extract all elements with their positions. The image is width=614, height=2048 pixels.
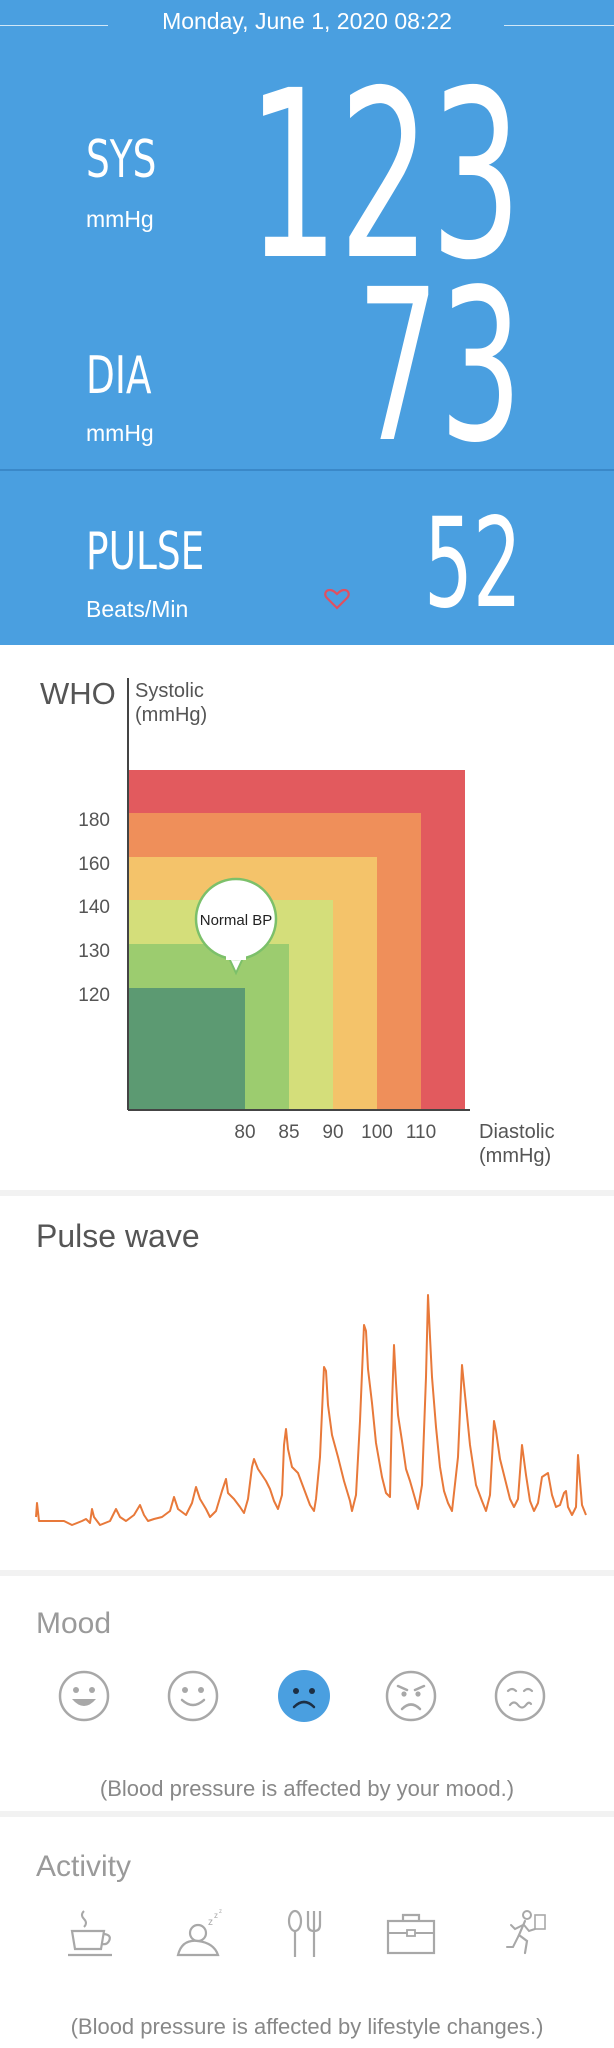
dining-icon[interactable] <box>278 1907 332 1961</box>
sleep-icon[interactable]: z z z <box>172 1907 226 1961</box>
sad-icon[interactable] <box>277 1669 331 1723</box>
normal-bp-label: Normal BP <box>200 912 273 929</box>
dia-unit: mmHg <box>86 420 154 446</box>
activity-note: (Blood pressure is affected by lifestyle… <box>70 2014 544 2039</box>
date-divider-right <box>504 25 614 26</box>
x-tick-80: 80 <box>234 1122 255 1143</box>
svg-text:z: z <box>208 1917 213 1928</box>
sys-unit: mmHg <box>86 206 154 232</box>
heart-icon <box>324 588 350 610</box>
y-tick-130: 130 <box>78 941 110 962</box>
svg-text:z: z <box>214 1911 218 1920</box>
normal-bp-marker: Normal BP <box>194 877 278 976</box>
x-tick-90: 90 <box>322 1122 343 1143</box>
date-divider-left <box>0 25 108 26</box>
coffee-cup-icon[interactable] <box>64 1907 118 1961</box>
section-separator-2 <box>0 1570 614 1576</box>
header-divider <box>0 469 614 471</box>
x-axis-label-line2: (mmHg) <box>479 1145 551 1167</box>
sys-label: SYS <box>86 130 157 190</box>
running-icon[interactable] <box>495 1907 549 1961</box>
x-tick-100: 100 <box>361 1122 393 1143</box>
measurement-datetime: Monday, June 1, 2020 08:22 <box>162 8 452 34</box>
pulse-wave-chart <box>35 1294 587 1526</box>
pulse-unit: Beats/Min <box>86 596 189 622</box>
x-tick-110: 110 <box>406 1122 436 1143</box>
mood-note: (Blood pressure is affected by your mood… <box>99 1776 515 1801</box>
pulse-wave-line <box>35 1294 587 1526</box>
mood-title: Mood <box>36 1607 112 1640</box>
pulse-wave-title: Pulse wave <box>36 1218 200 1254</box>
dia-value: 73 <box>356 244 522 489</box>
dia-label: DIA <box>86 346 152 406</box>
zone-optimal <box>128 988 245 1110</box>
briefcase-icon[interactable] <box>384 1907 438 1961</box>
angry-icon[interactable] <box>384 1669 438 1723</box>
very-happy-icon[interactable] <box>57 1669 111 1723</box>
pulse-value: 52 <box>424 492 522 636</box>
section-separator <box>0 1190 614 1196</box>
sick-icon[interactable] <box>493 1669 547 1723</box>
happy-icon[interactable] <box>166 1669 220 1723</box>
activity-title: Activity <box>36 1850 132 1883</box>
y-tick-120: 120 <box>78 985 110 1006</box>
who-title: WHO <box>40 676 116 711</box>
who-bp-chart: 180 160 140 130 120 80 85 90 100 110 Dia… <box>78 678 555 1167</box>
x-axis-label-line1: Diastolic <box>479 1121 555 1143</box>
y-tick-180: 180 <box>78 810 110 831</box>
y-axis-label-line2: (mmHg) <box>135 704 208 726</box>
pulse-label: PULSE <box>86 522 205 582</box>
section-separator-3 <box>0 1811 614 1817</box>
x-tick-85: 85 <box>278 1122 299 1143</box>
y-tick-140: 140 <box>78 897 110 918</box>
y-tick-160: 160 <box>78 854 110 875</box>
svg-text:z: z <box>219 1909 222 1915</box>
y-axis-label-line1: Systolic <box>135 680 204 702</box>
sys-value: 123 <box>247 41 522 311</box>
measurement-header: Monday, June 1, 2020 08:22 SYS mmHg 123 … <box>0 0 614 645</box>
